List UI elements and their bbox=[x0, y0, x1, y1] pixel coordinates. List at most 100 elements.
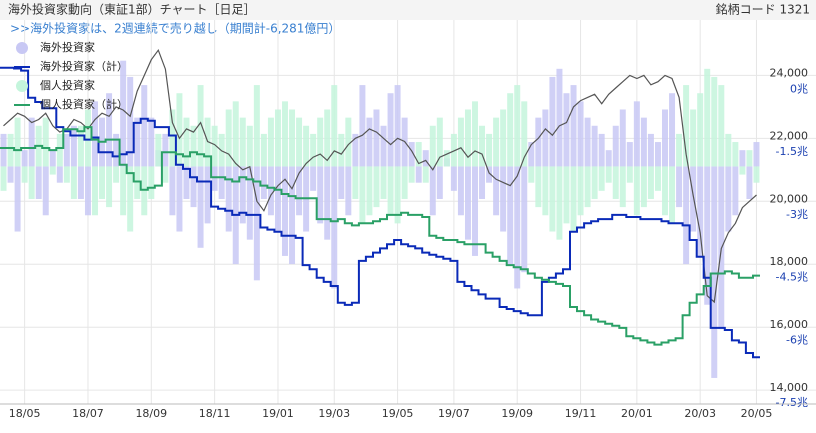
x-tick-label: 18/05 bbox=[9, 407, 41, 420]
bar bbox=[605, 150, 612, 167]
bar bbox=[352, 133, 359, 167]
x-tick-label: 18/09 bbox=[135, 407, 167, 420]
bar bbox=[591, 125, 598, 167]
bar bbox=[190, 166, 197, 208]
bar bbox=[239, 117, 246, 167]
bar bbox=[514, 166, 521, 289]
bar bbox=[500, 109, 507, 167]
bar bbox=[169, 109, 176, 167]
y2-tick-label: -4.5兆 bbox=[776, 271, 808, 284]
bar bbox=[612, 166, 619, 199]
bar bbox=[528, 166, 535, 183]
bar bbox=[28, 117, 35, 167]
bar bbox=[472, 101, 478, 167]
bar bbox=[183, 166, 190, 199]
x-tick-label: 19/03 bbox=[318, 407, 350, 420]
bar bbox=[176, 93, 183, 167]
bar bbox=[493, 166, 500, 216]
bar bbox=[570, 85, 577, 167]
bar bbox=[711, 166, 718, 378]
bar bbox=[500, 166, 507, 232]
bar bbox=[134, 117, 141, 167]
bar bbox=[218, 166, 225, 199]
bar bbox=[472, 166, 478, 256]
bar bbox=[676, 133, 683, 167]
bar bbox=[443, 150, 450, 167]
bar bbox=[63, 166, 70, 183]
bar bbox=[260, 133, 267, 167]
bar bbox=[669, 93, 676, 167]
bar bbox=[577, 101, 584, 167]
bar bbox=[556, 68, 563, 167]
bar bbox=[647, 166, 654, 199]
bar bbox=[42, 166, 49, 216]
legend-label: 海外投資家 bbox=[40, 40, 95, 54]
y-tick-label: 22,000 bbox=[770, 129, 809, 142]
bar bbox=[697, 93, 704, 167]
bar bbox=[380, 166, 387, 199]
bar bbox=[535, 117, 542, 167]
bar bbox=[310, 133, 317, 167]
bar bbox=[253, 85, 260, 167]
bar bbox=[56, 133, 63, 167]
bar bbox=[324, 166, 331, 240]
bar bbox=[21, 166, 28, 183]
bar bbox=[542, 109, 549, 167]
bar bbox=[21, 150, 28, 167]
y-tick-label: 18,000 bbox=[770, 255, 809, 268]
bar bbox=[190, 125, 197, 167]
bar bbox=[274, 109, 281, 167]
bar bbox=[331, 85, 338, 167]
x-tick-label: 18/11 bbox=[199, 407, 231, 420]
bar bbox=[718, 85, 725, 167]
bar bbox=[542, 166, 549, 216]
bar bbox=[92, 166, 98, 216]
y-tick-label: 14,000 bbox=[770, 381, 809, 394]
bar bbox=[626, 142, 633, 167]
bar bbox=[479, 125, 486, 167]
x-tick-label: 20/03 bbox=[684, 407, 716, 420]
bar bbox=[521, 166, 528, 273]
bar bbox=[148, 117, 155, 167]
bar bbox=[113, 166, 120, 183]
bar bbox=[401, 166, 408, 199]
bar bbox=[640, 166, 647, 208]
bar bbox=[56, 166, 63, 183]
bar bbox=[141, 166, 148, 216]
bar bbox=[450, 166, 457, 191]
bar bbox=[464, 109, 471, 167]
bar bbox=[535, 166, 542, 208]
bar bbox=[310, 166, 317, 191]
bar bbox=[711, 76, 718, 167]
bar bbox=[753, 166, 760, 183]
bar bbox=[725, 133, 732, 167]
bar bbox=[106, 166, 113, 208]
bar bbox=[352, 166, 359, 199]
bar bbox=[640, 117, 647, 167]
bar bbox=[253, 166, 260, 281]
bar bbox=[148, 166, 155, 199]
bar bbox=[584, 166, 591, 208]
legend-label: 個人投資家 bbox=[40, 78, 95, 92]
bar bbox=[127, 76, 134, 167]
bar bbox=[92, 101, 98, 167]
bar bbox=[380, 125, 387, 167]
bar bbox=[197, 166, 204, 248]
bar bbox=[176, 166, 183, 232]
bar bbox=[317, 117, 324, 167]
bar bbox=[225, 109, 232, 167]
y2-tick-label: 0兆 bbox=[790, 82, 808, 95]
bar bbox=[70, 166, 77, 199]
bar bbox=[49, 166, 56, 175]
bar bbox=[204, 166, 211, 224]
bar bbox=[626, 166, 633, 183]
bar bbox=[591, 166, 598, 199]
bar bbox=[134, 166, 141, 199]
bar bbox=[415, 166, 422, 183]
bar bbox=[373, 166, 380, 208]
bar bbox=[704, 68, 711, 167]
bar bbox=[746, 150, 753, 167]
bar bbox=[296, 166, 303, 216]
